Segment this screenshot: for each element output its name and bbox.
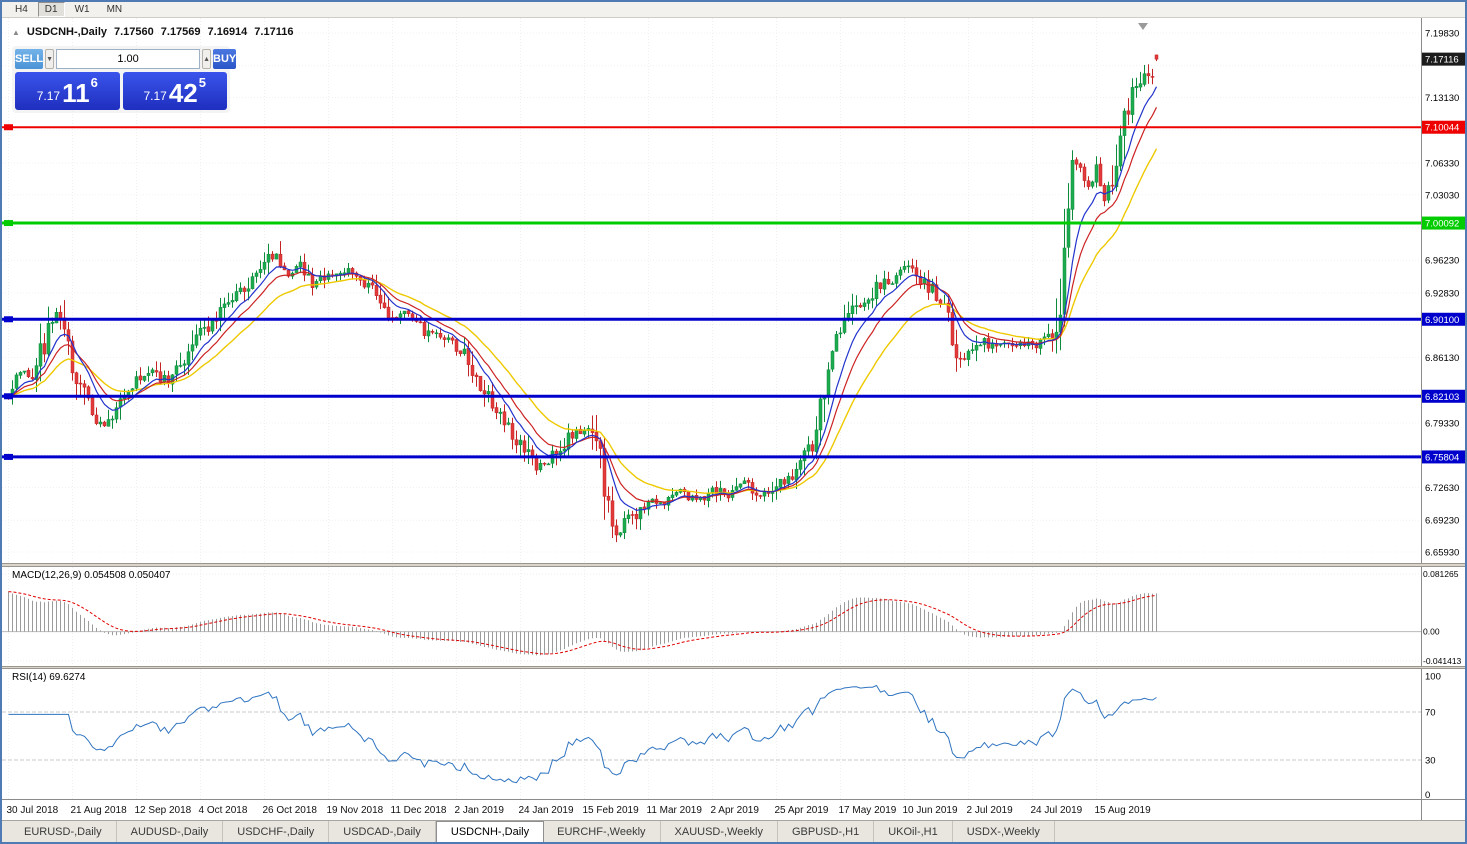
volume-input[interactable]: [56, 49, 201, 69]
svg-text:6.69230: 6.69230: [1425, 516, 1459, 527]
svg-text:2 Jul 2019: 2 Jul 2019: [967, 805, 1014, 816]
chart-ohlc-header: ▲ USDCNH-,Daily 7.17560 7.17569 7.16914 …: [12, 26, 293, 38]
chevron-down-icon: ▼: [46, 55, 54, 63]
chart-canvas[interactable]: 7.19830 7.13130 7.06330 7.03030 6.96230 6.928…: [2, 18, 1465, 820]
svg-text:7.00092: 7.00092: [1425, 219, 1459, 230]
svg-text:17 May 2019: 17 May 2019: [839, 805, 897, 816]
chart-tab-usdchf[interactable]: USDCHF-,Daily: [223, 821, 330, 842]
svg-text:2 Jan 2019: 2 Jan 2019: [455, 805, 505, 816]
chart-tab-usdcad[interactable]: USDCAD-,Daily: [329, 821, 436, 842]
chevron-up-icon: ▲: [203, 55, 210, 63]
svg-text:7.06330: 7.06330: [1425, 158, 1459, 169]
chart-tab-eurusd[interactable]: EURUSD-,Daily: [10, 821, 117, 842]
svg-text:0.081265: 0.081265: [1423, 569, 1459, 579]
svg-text:6.92830: 6.92830: [1425, 288, 1459, 299]
svg-text:7.10044: 7.10044: [1425, 123, 1459, 134]
svg-text:25 Apr 2019: 25 Apr 2019: [775, 805, 829, 816]
sell-price-prefix: 7.17: [36, 89, 61, 103]
svg-text:7.17116: 7.17116: [1425, 55, 1459, 66]
macd-indicator-label: MACD(12,26,9) 0.054508 0.050407: [12, 570, 171, 581]
svg-text:6.96230: 6.96230: [1425, 256, 1459, 267]
svg-text:100: 100: [1425, 672, 1441, 683]
svg-text:-0.041413: -0.041413: [1423, 656, 1462, 666]
chart-tabbar: EURUSD-,Daily AUDUSD-,Daily USDCHF-,Daily U…: [2, 820, 1465, 842]
buy-price-pips: 42: [168, 78, 198, 108]
svg-text:19 Nov 2018: 19 Nov 2018: [327, 805, 384, 816]
svg-text:26 Oct 2018: 26 Oct 2018: [263, 805, 318, 816]
svg-text:6.72630: 6.72630: [1425, 483, 1459, 494]
chart-tab-usdx[interactable]: USDX-,Weekly: [953, 821, 1055, 842]
svg-text:6.90100: 6.90100: [1425, 315, 1459, 326]
chart-tab-usdcnh[interactable]: USDCNH-,Daily: [435, 821, 545, 842]
ohlc-close: 7.17116: [254, 26, 294, 38]
ohlc-high: 7.17569: [160, 26, 201, 38]
chart-title: USDCNH-,Daily: [26, 26, 107, 38]
svg-text:4 Oct 2018: 4 Oct 2018: [199, 805, 248, 816]
svg-text:24 Jul 2019: 24 Jul 2019: [1031, 805, 1083, 816]
chart-tab-eurchf[interactable]: EURCHF-,Weekly: [543, 821, 661, 842]
svg-text:15 Aug 2019: 15 Aug 2019: [1095, 805, 1152, 816]
svg-text:0.00: 0.00: [1423, 627, 1440, 637]
timeframe-button-w1[interactable]: W1: [74, 4, 90, 15]
timeframe-button-d1[interactable]: D1: [37, 2, 65, 17]
buy-price-button[interactable]: 7.17 42 5: [122, 72, 227, 110]
rsi-indicator-label: RSI(14) 69.6274: [12, 672, 86, 683]
svg-text:7.03030: 7.03030: [1425, 190, 1459, 201]
svg-text:12 Sep 2018: 12 Sep 2018: [135, 805, 192, 816]
svg-text:11 Dec 2018: 11 Dec 2018: [391, 805, 447, 816]
ohlc-open: 7.17560: [114, 26, 154, 38]
timeframe-button-mn[interactable]: MN: [106, 4, 123, 15]
svg-text:21 Aug 2018: 21 Aug 2018: [71, 805, 128, 816]
svg-text:7.19830: 7.19830: [1425, 29, 1459, 40]
svg-text:6.79330: 6.79330: [1425, 418, 1459, 429]
svg-text:6.65930: 6.65930: [1425, 548, 1459, 559]
svg-text:30 Jul 2018: 30 Jul 2018: [7, 805, 59, 816]
volume-increase-button[interactable]: ▲: [202, 49, 211, 69]
volume-decrease-button[interactable]: ▼: [45, 49, 55, 69]
sell-price-button[interactable]: 7.17 11 6: [15, 72, 120, 110]
buy-price-point: 5: [198, 75, 206, 90]
collapse-icon[interactable]: ▲: [12, 27, 20, 37]
svg-text:6.75804: 6.75804: [1425, 452, 1459, 463]
chart-tab-xauusd[interactable]: XAUUSD-,Weekly: [661, 821, 778, 842]
svg-text:7.13130: 7.13130: [1425, 93, 1459, 104]
svg-text:6.82103: 6.82103: [1425, 392, 1459, 403]
svg-text:10 Jun 2019: 10 Jun 2019: [903, 805, 958, 816]
svg-text:15 Feb 2019: 15 Feb 2019: [583, 805, 640, 816]
svg-text:6.86130: 6.86130: [1425, 353, 1459, 364]
chart-tab-audusd[interactable]: AUDUSD-,Daily: [117, 821, 224, 842]
buy-button[interactable]: BUY: [213, 49, 237, 69]
ohlc-low: 7.16914: [207, 26, 248, 38]
sell-button[interactable]: SELL: [15, 49, 44, 69]
chart-tab-ukoil[interactable]: UKOil-,H1: [874, 821, 953, 842]
svg-text:24 Jan 2019: 24 Jan 2019: [519, 805, 574, 816]
svg-text:0: 0: [1425, 790, 1430, 801]
timeframe-button-h4[interactable]: H4: [15, 4, 28, 15]
buy-price-prefix: 7.17: [143, 89, 167, 103]
svg-text:70: 70: [1425, 708, 1436, 719]
chart-tab-gbpusd[interactable]: GBPUSD-,H1: [778, 821, 875, 842]
svg-text:2 Apr 2019: 2 Apr 2019: [711, 805, 760, 816]
svg-text:30: 30: [1425, 756, 1436, 767]
sell-price-point: 6: [90, 75, 98, 90]
one-click-trading-panel: SELL ▼ ▲ BUY 7.17 11 6 7.17 42 5: [12, 46, 237, 113]
timeframe-toolbar: H4 D1 W1 MN: [2, 2, 1465, 18]
sell-price-pips: 11: [62, 78, 90, 108]
svg-text:11 Mar 2019: 11 Mar 2019: [647, 805, 703, 816]
